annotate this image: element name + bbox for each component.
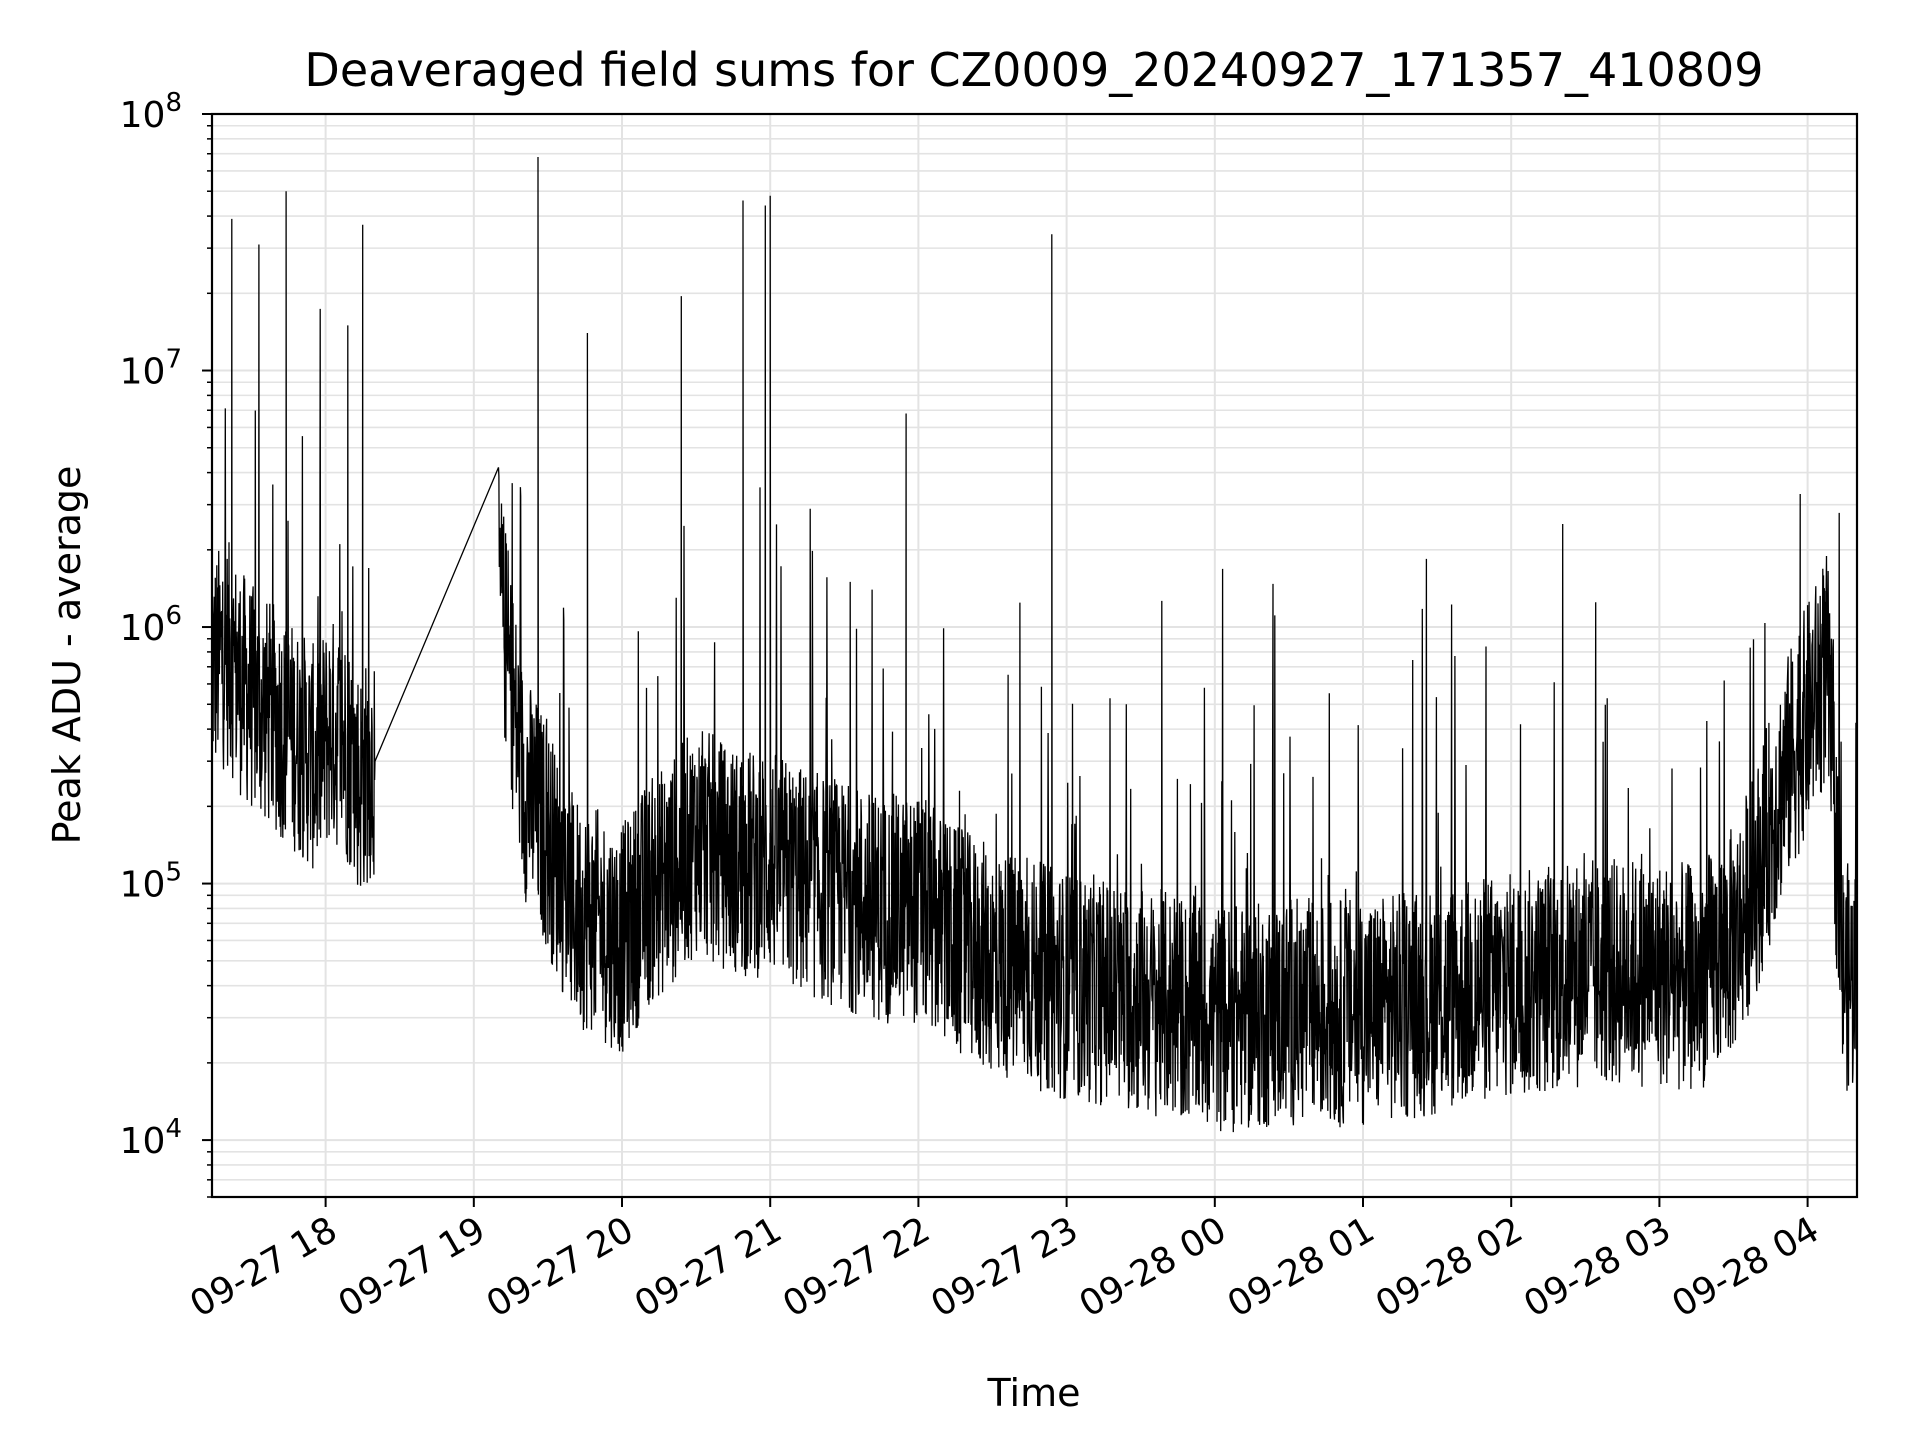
y-tick-label: 104: [120, 1114, 182, 1162]
y-tick-exponent: 8: [165, 88, 182, 118]
y-tick-exponent: 5: [165, 858, 182, 888]
y-tick-base: 10: [120, 608, 166, 649]
y-tick-label: 107: [120, 345, 182, 393]
y-tick-base: 10: [120, 865, 166, 906]
y-tick-label: 106: [120, 601, 182, 649]
series-line: [212, 156, 1857, 1133]
y-tick-exponent: 7: [165, 345, 182, 375]
y-tick-exponent: 4: [165, 1114, 182, 1144]
y-tick-base: 10: [120, 1121, 166, 1162]
y-tick-exponent: 6: [165, 601, 182, 631]
y-tick-label: 108: [120, 88, 182, 136]
y-tick-base: 10: [120, 95, 166, 136]
y-tick-label: 105: [120, 858, 182, 906]
plot-frame: [210, 112, 1859, 1199]
plot-area: [212, 156, 1857, 1133]
chart-title: Deaveraged field sums for CZ0009_2024092…: [304, 43, 1763, 97]
x-axis-label: Time: [987, 1371, 1081, 1415]
y-tick-base: 10: [120, 352, 166, 393]
y-axis-label: Peak ADU - average: [45, 466, 89, 845]
